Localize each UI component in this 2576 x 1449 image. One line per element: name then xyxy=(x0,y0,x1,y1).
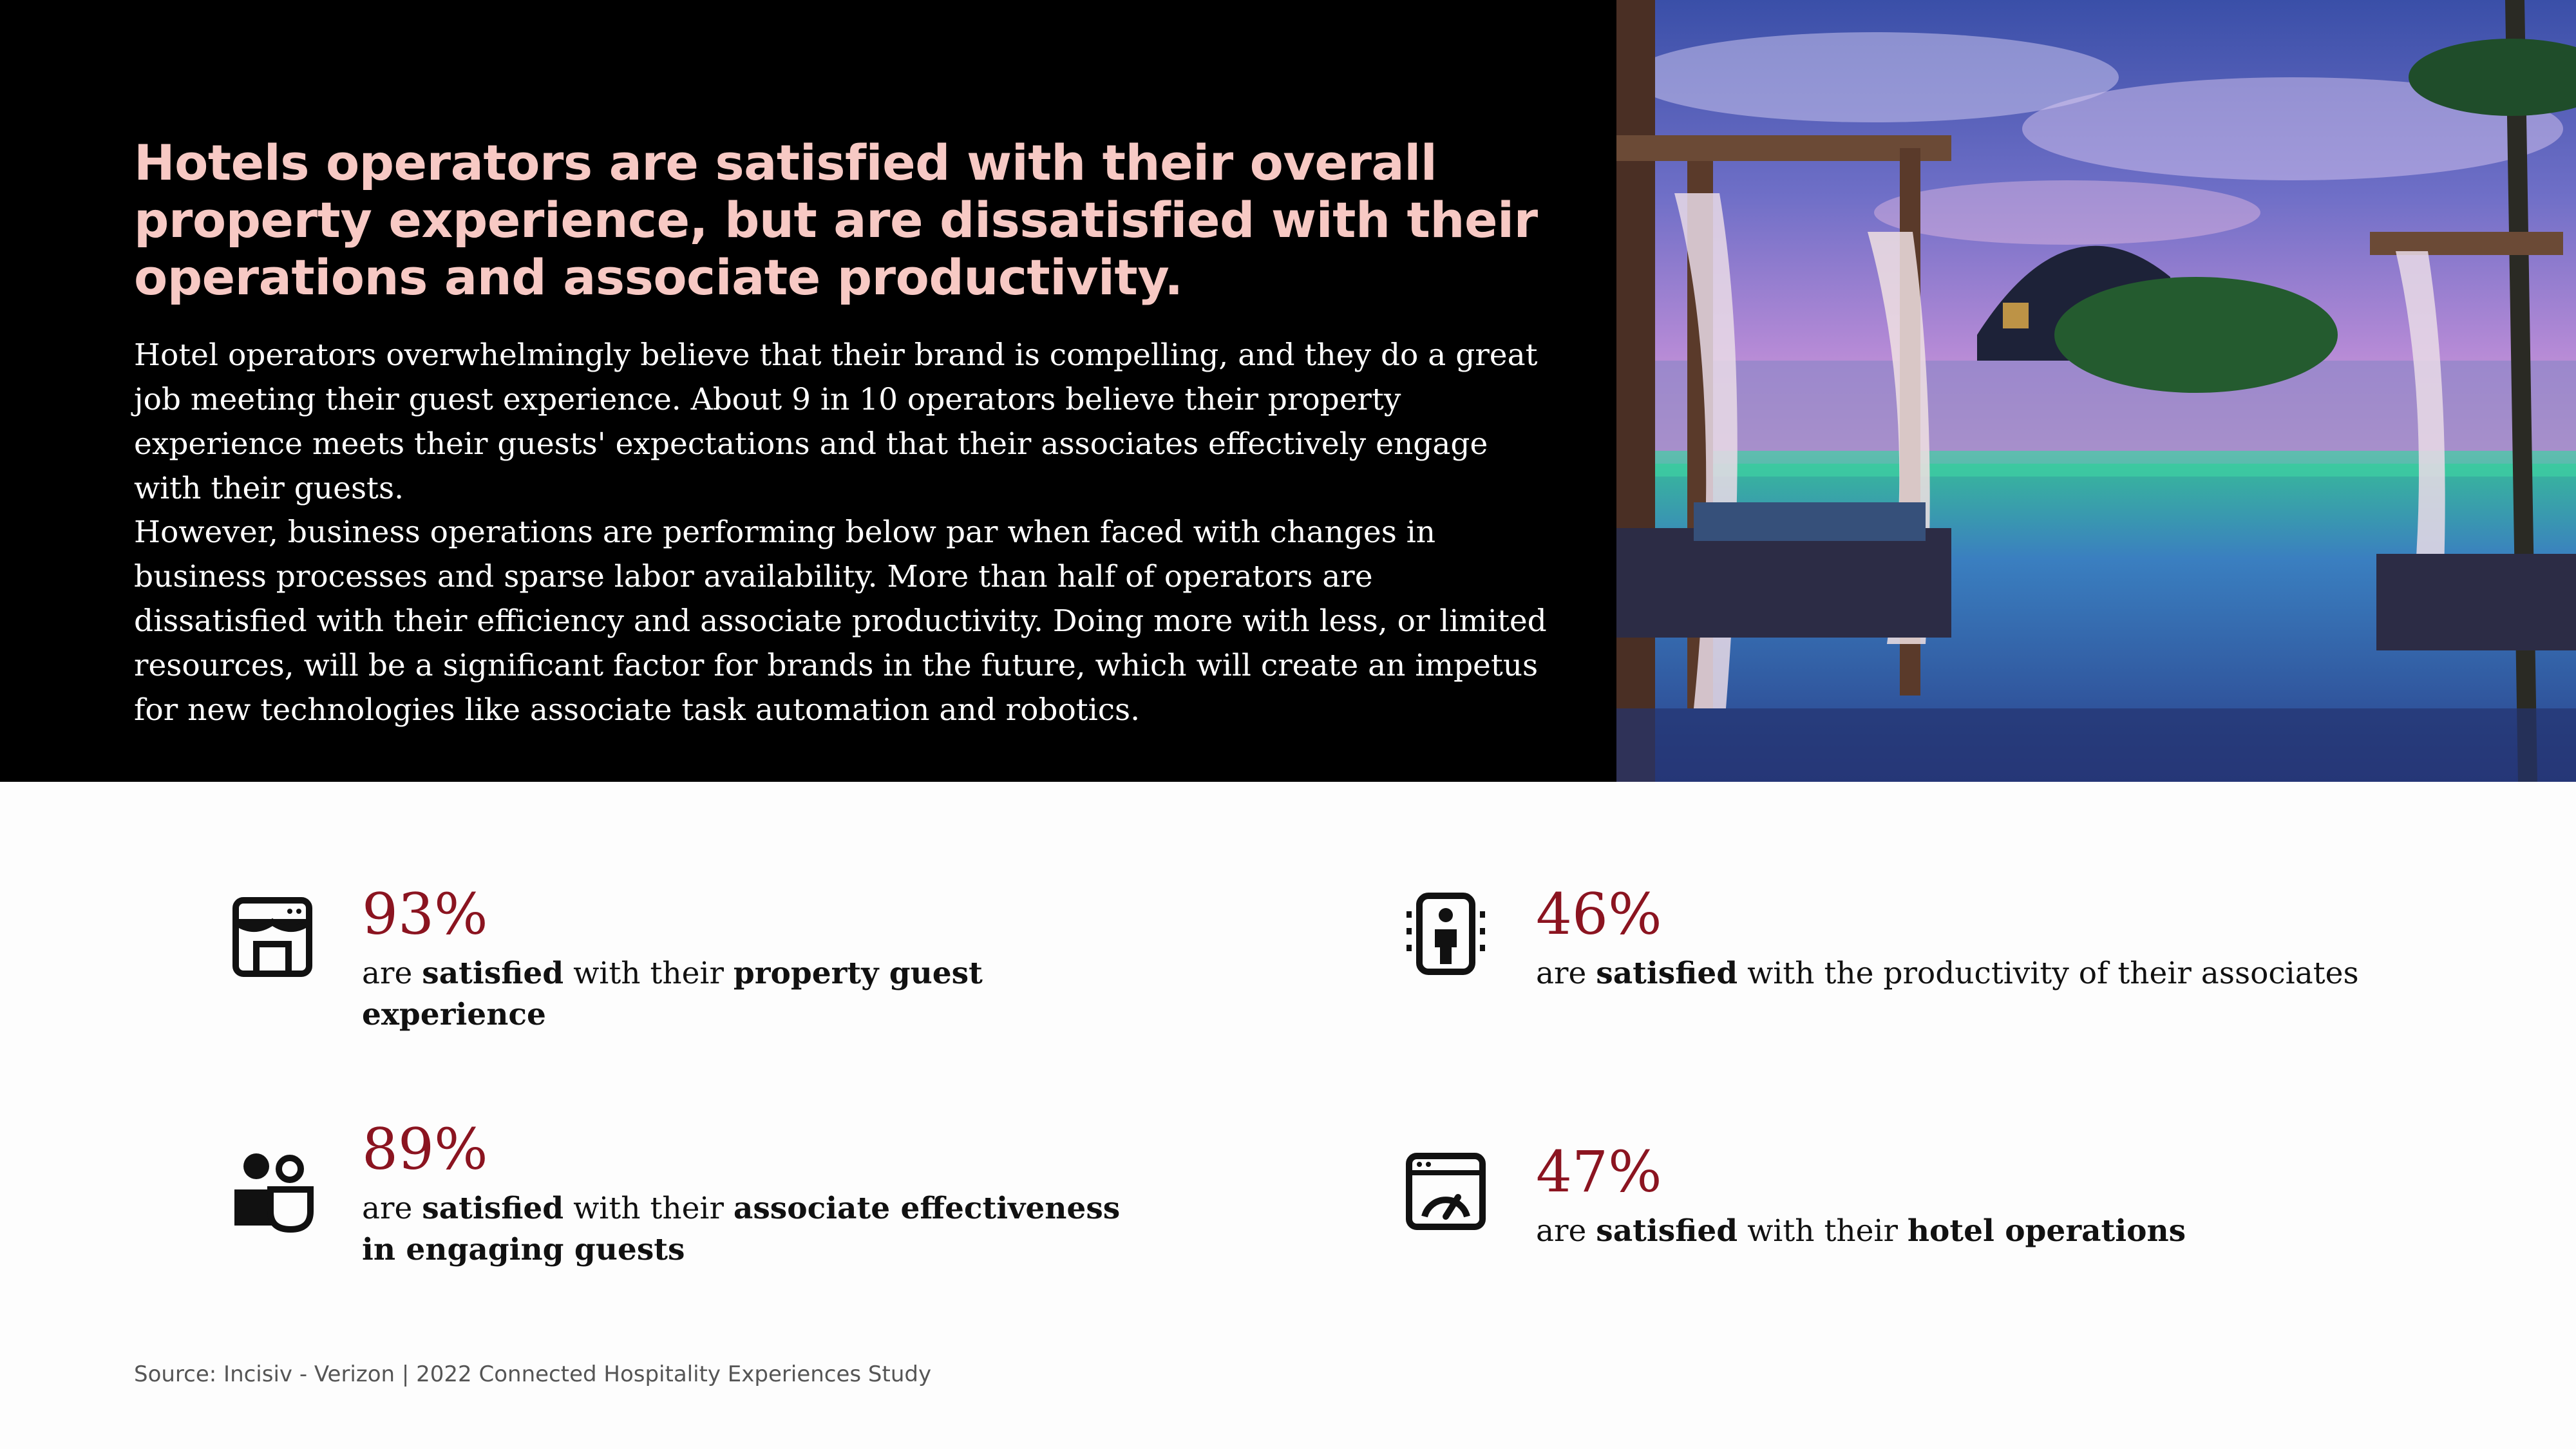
stat-description: are satisfied with their associate effec… xyxy=(362,1191,1121,1267)
headline: Hotels operators are satisfied with thei… xyxy=(134,134,1538,306)
intro-paragraph: Hotel operators overwhelmingly believe t… xyxy=(134,337,1538,506)
people-icon xyxy=(231,1150,314,1233)
person-scanner-icon xyxy=(1404,892,1488,976)
stat-value: 93% xyxy=(362,881,488,947)
dashboard-gauge-icon xyxy=(1404,1150,1488,1233)
source-citation: Source: Incisiv - Verizon | 2022 Connect… xyxy=(134,1361,932,1387)
stat-description: are satisfied with the productivity of t… xyxy=(1536,956,2359,991)
operations-paragraph: However, business operations are perform… xyxy=(134,515,1547,728)
storefront-icon xyxy=(231,895,314,979)
stat-value: 47% xyxy=(1536,1139,1662,1205)
resort-pool-photo xyxy=(1616,0,2576,782)
stat-description: are satisfied with their hotel operation… xyxy=(1536,1213,2186,1249)
hero-panel: Hotels operators are satisfied with thei… xyxy=(0,0,1616,782)
stat-description: are satisfied with their property guest … xyxy=(362,956,983,1032)
stat-value: 46% xyxy=(1536,881,1662,947)
stat-value: 89% xyxy=(362,1116,488,1182)
